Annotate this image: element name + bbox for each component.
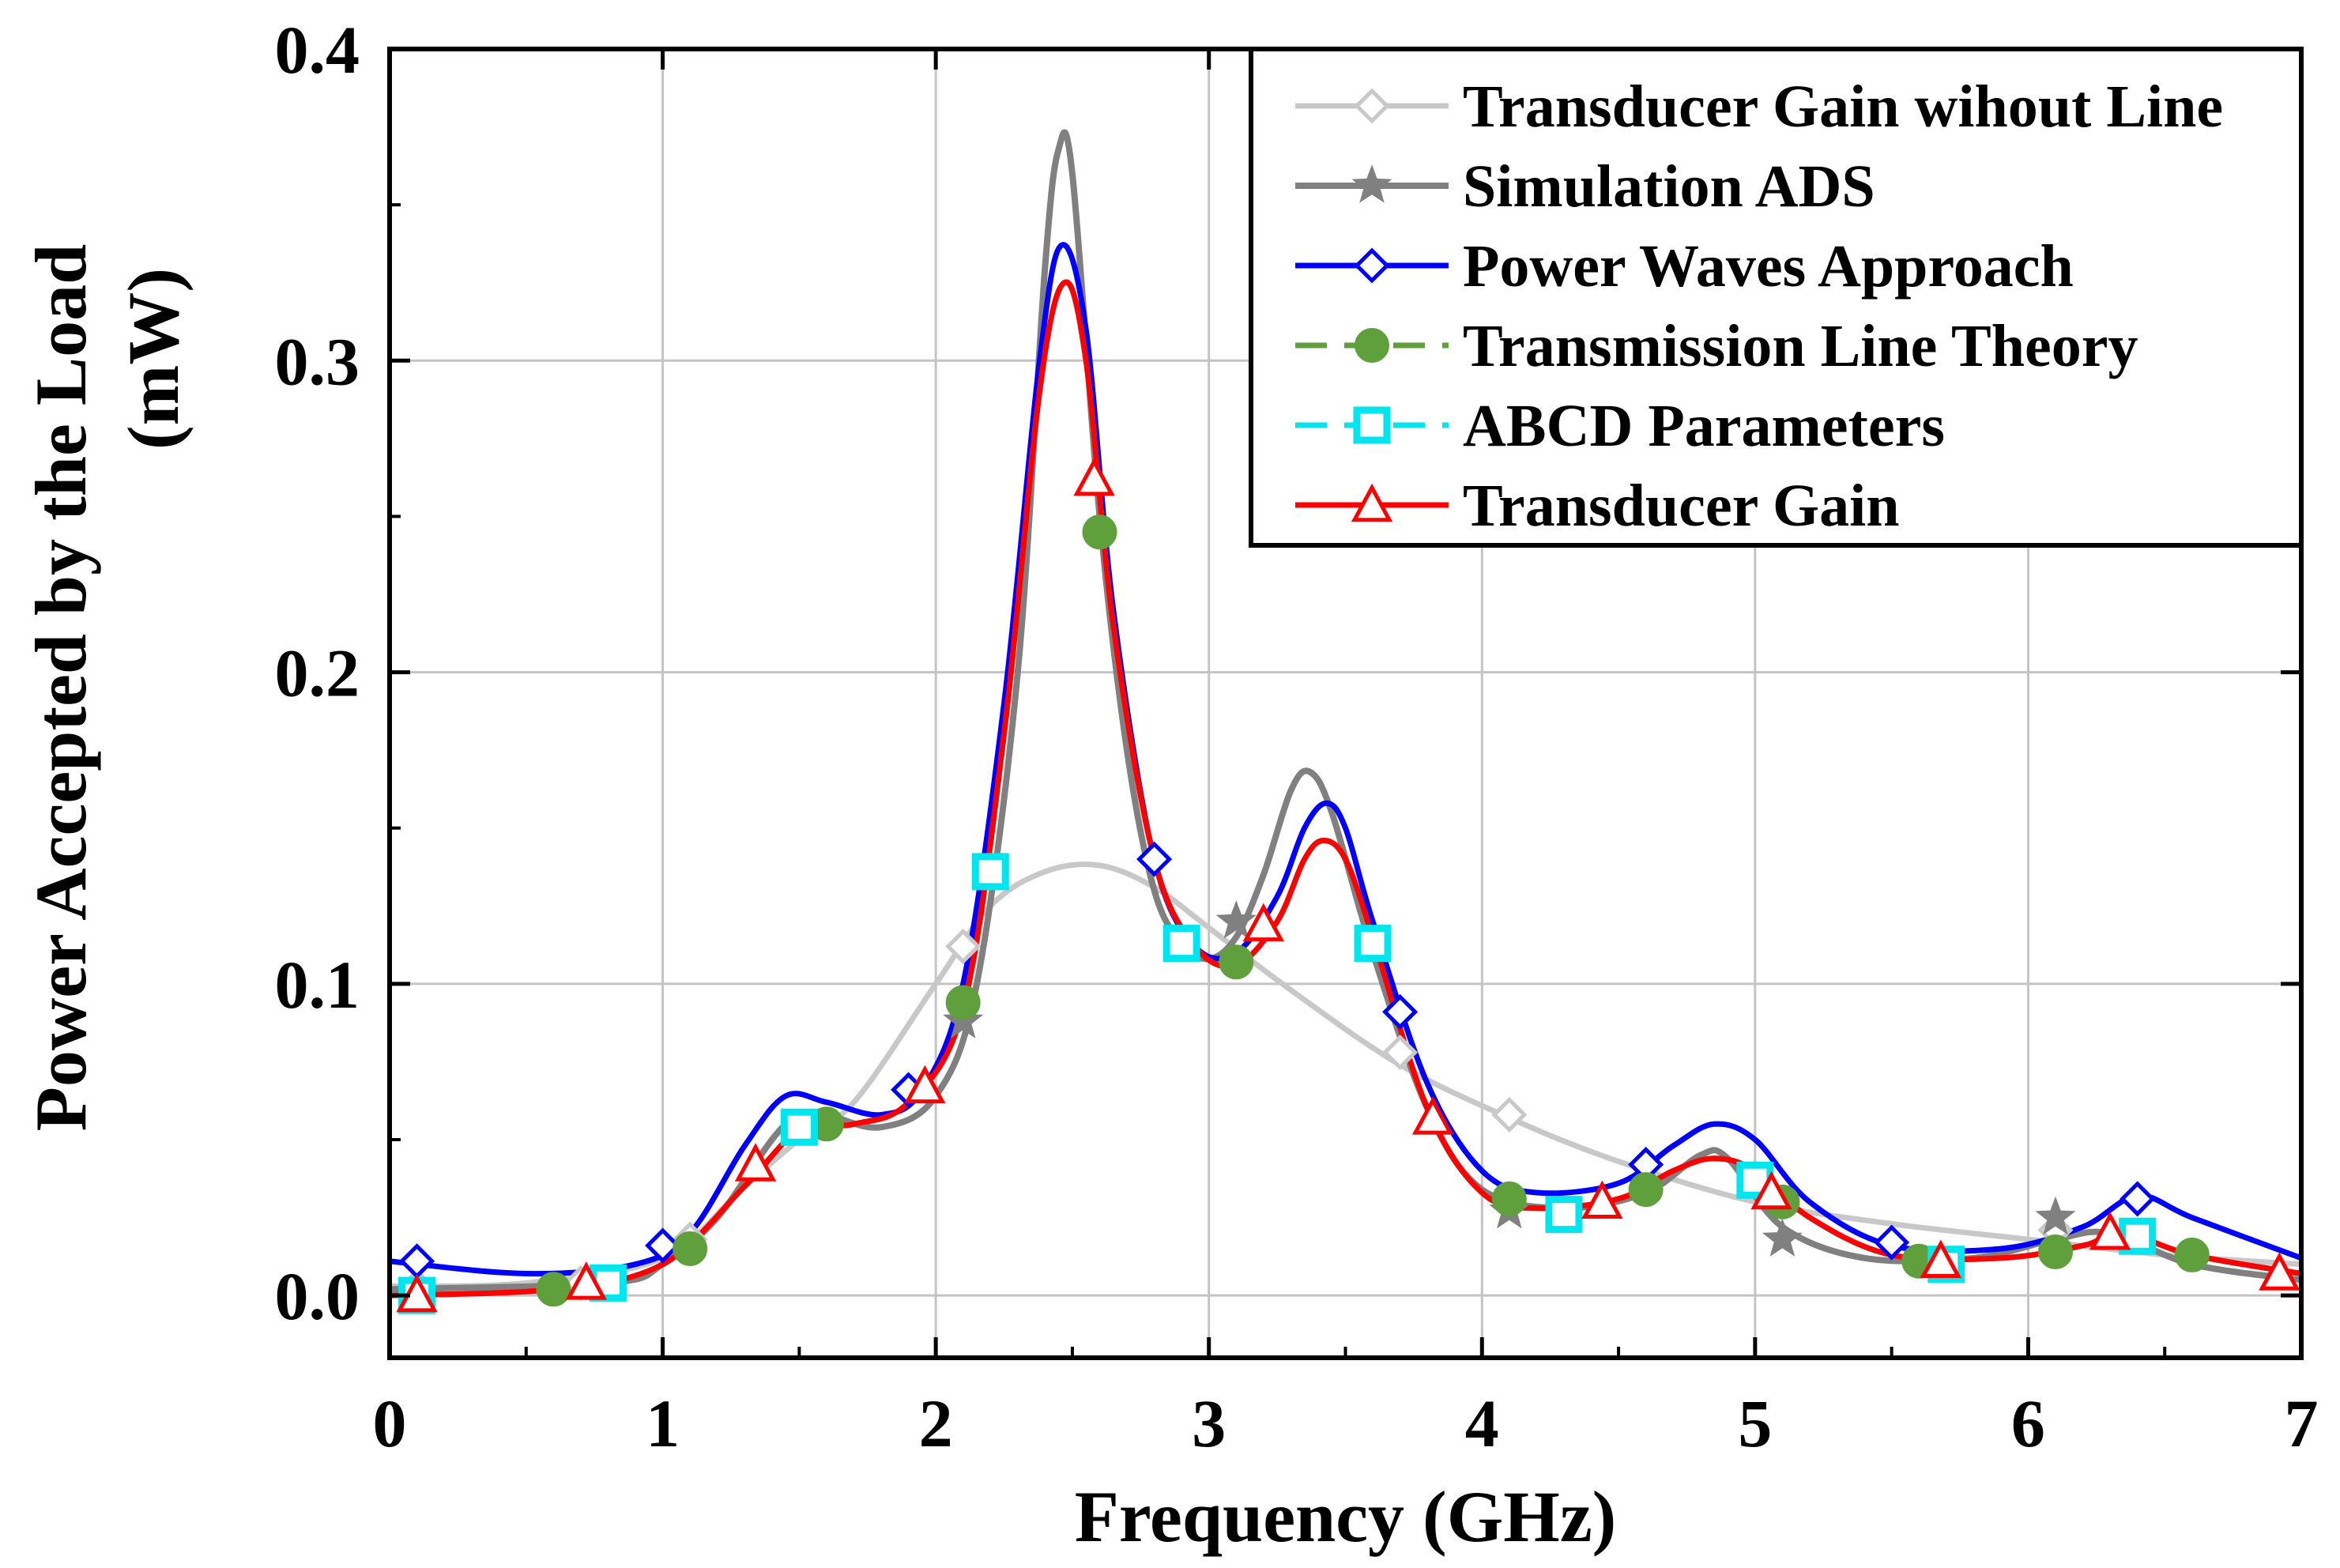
marker-power-waves-approach: [645, 1227, 681, 1264]
marker-transmission-line-theory: [1491, 1181, 1527, 1216]
legend-marker-simulation-ads: [1351, 164, 1392, 203]
x-tick-label: 4: [1465, 1385, 1499, 1461]
marker-abcd-parameters: [780, 1108, 818, 1146]
legend-marker-power-waves-approach: [1354, 247, 1390, 284]
axis-tick-labels: 0 1 2 3 4 5 6 7 0.0 0.1 0.2 0.3 0.4: [275, 12, 2319, 1461]
marker-transducer-gain: [1920, 1239, 1962, 1278]
marker-power-waves-approach: [1382, 993, 1419, 1030]
y-tick-label: 0.3: [275, 323, 360, 399]
legend-label-abcd-parameters: ABCD Parameters: [1463, 393, 1945, 459]
marker-abcd-parameters: [1162, 925, 1200, 963]
marker-transmission-line-theory: [1628, 1172, 1664, 1208]
marker-transmission-line-theory: [536, 1272, 571, 1307]
marker-transducer-gain: [1581, 1180, 1623, 1219]
marker-simulation-ads: [1762, 1218, 1803, 1257]
x-tick-label: 5: [1738, 1385, 1772, 1461]
x-tick-label: 2: [919, 1385, 953, 1461]
legend-label-transducer-gain-wihout-line: Transducer Gain wihout Line: [1463, 74, 2223, 140]
marker-transducer-gain-wihout-line: [1382, 1035, 1419, 1071]
marker-transducer-gain: [1242, 903, 1285, 942]
marker-transmission-line-theory: [1082, 514, 1117, 550]
x-tick-label: 3: [1192, 1385, 1226, 1461]
y-tick-label: 0.0: [275, 1258, 360, 1334]
marker-transducer-gain: [2089, 1212, 2131, 1250]
marker-abcd-parameters: [1354, 925, 1392, 963]
y-axis-title-line1: Power Accepted by the Load: [21, 244, 101, 1132]
legend-label-transducer-gain: Transducer Gain: [1463, 473, 1899, 539]
marker-transducer-gain: [1073, 457, 1115, 496]
legend: Transducer Gain wihout Line Simulation AD…: [1249, 47, 2304, 548]
legend-label-transmission-line-theory: Transmission Line Theory: [1463, 313, 2138, 379]
x-tick-label: 0: [373, 1385, 407, 1461]
marker-transducer-gain: [2259, 1252, 2300, 1291]
legend-marker-transmission-line-theory: [1355, 328, 1389, 363]
legend-marker-transducer-gain: [1351, 483, 1393, 522]
marker-power-waves-approach: [1136, 841, 1173, 877]
marker-abcd-parameters: [971, 853, 1009, 891]
marker-transmission-line-theory: [2037, 1234, 2073, 1269]
series-markers: [396, 457, 2300, 1314]
legend-label-power-waves-approach: Power Waves Approach: [1463, 233, 2074, 300]
legend-box: [1249, 47, 2304, 548]
series-line-transducer-gain-wihout-line: [390, 861, 2301, 1289]
marker-transducer-gain: [904, 1065, 946, 1104]
marker-transmission-line-theory: [673, 1231, 708, 1266]
marker-power-waves-approach: [1874, 1224, 1910, 1261]
x-tick-label: 1: [646, 1385, 680, 1461]
legend-marker-abcd-parameters: [1353, 406, 1391, 444]
marker-simulation-ads: [1215, 900, 1257, 939]
marker-simulation-ads: [2035, 1196, 2076, 1235]
marker-transmission-line-theory: [945, 985, 981, 1020]
marker-transducer-gain-wihout-line: [945, 929, 982, 965]
marker-transducer-gain: [1411, 1096, 1454, 1135]
marker-transducer-gain: [734, 1143, 777, 1182]
legend-label-simulation-ads: Simulation ADS: [1463, 153, 1875, 220]
marker-transducer-gain: [1750, 1170, 1792, 1210]
marker-transmission-line-theory: [1219, 944, 1254, 980]
y-axis-title-line2: (mW): [113, 268, 194, 450]
y-tick-label: 0.1: [275, 947, 360, 1023]
legend-items: Transducer Gain wihout Line Simulation AD…: [1295, 74, 2223, 539]
legend-marker-transducer-gain-wihout-line: [1354, 88, 1390, 124]
x-axis-title: Frequency (GHz): [1075, 1476, 1617, 1557]
x-tick-label: 6: [2011, 1385, 2045, 1461]
y-tick-label: 0.4: [275, 12, 360, 88]
marker-power-waves-approach: [2120, 1181, 2156, 1217]
y-tick-label: 0.2: [275, 635, 360, 711]
marker-abcd-parameters: [1736, 1161, 1774, 1199]
marker-transducer-gain-wihout-line: [1491, 1096, 1528, 1133]
x-tick-label: 7: [2285, 1385, 2319, 1461]
marker-power-waves-approach: [399, 1243, 435, 1280]
marker-transducer-gain: [565, 1261, 608, 1300]
marker-transmission-line-theory: [2174, 1237, 2210, 1272]
marker-abcd-parameters: [1545, 1196, 1583, 1234]
